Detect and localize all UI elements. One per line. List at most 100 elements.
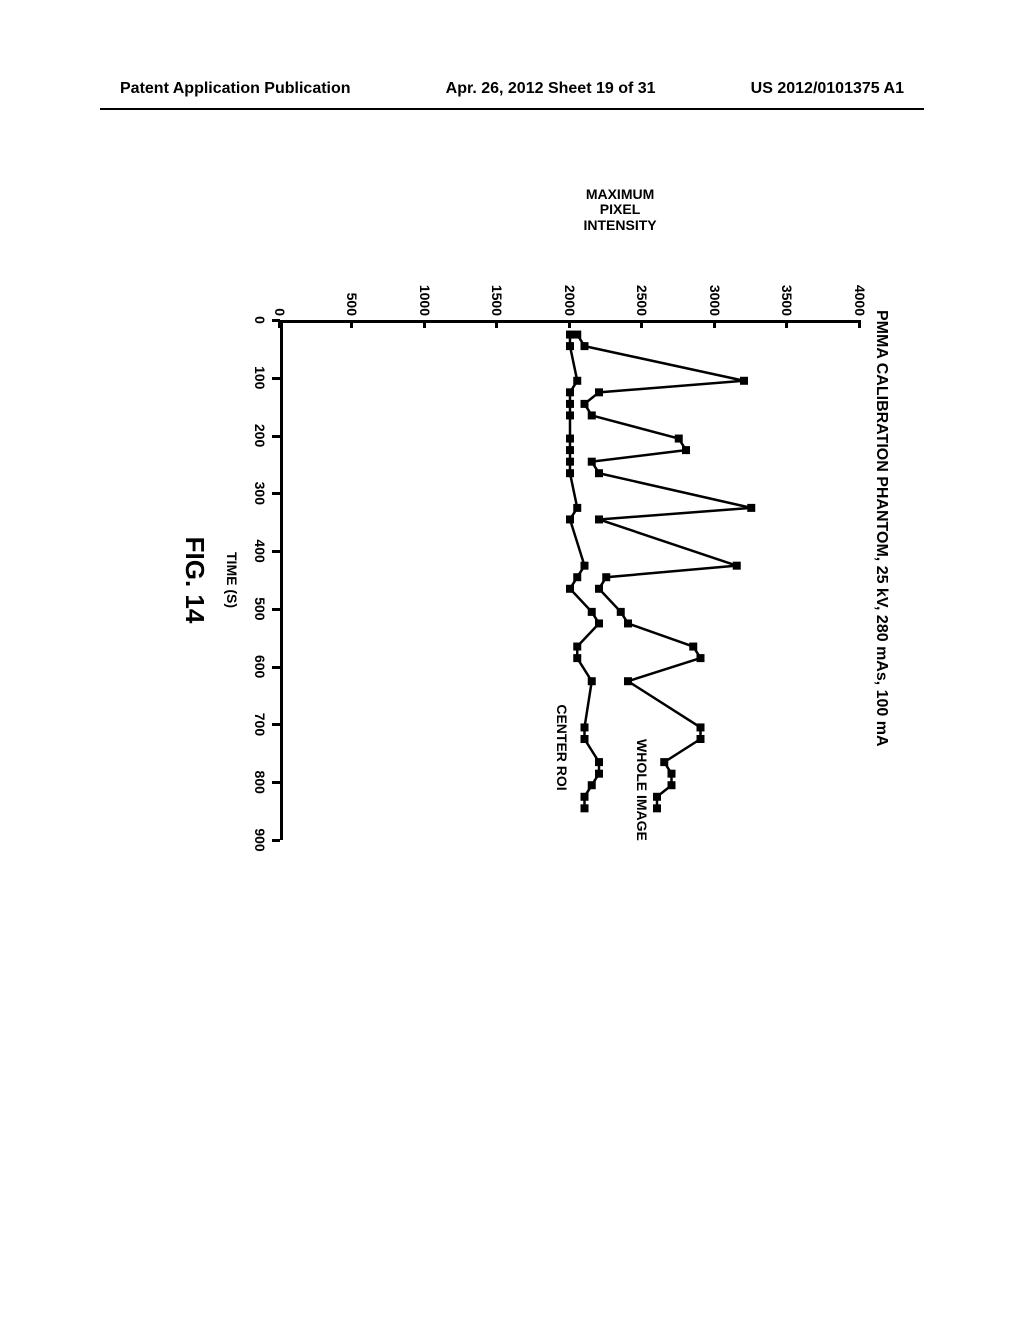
series-marker [596,389,603,396]
x-tick-mark [272,839,280,842]
header-right: US 2012/0101375 A1 [751,80,904,98]
series-marker [697,724,704,731]
series-marker [567,447,574,454]
series-marker [654,805,661,812]
figure-rotated-container: PMMA CALIBRATION PHANTOM, 25 kV, 280 mAs… [160,260,860,860]
x-tick-label: 900 [252,828,268,851]
y-tick-label: 1000 [417,256,433,316]
series-marker [596,620,603,627]
series-marker [574,643,581,650]
series-marker [603,574,610,581]
x-tick-mark [272,550,280,553]
series-marker [581,343,588,350]
series-label-whole-image: WHOLE IMAGE [634,739,650,841]
header-left: Patent Application Publication [120,80,351,98]
x-axis-label: TIME (S) [224,320,240,840]
chart-area: PMMA CALIBRATION PHANTOM, 25 kV, 280 mAs… [160,260,860,860]
series-marker [668,782,675,789]
series-marker [567,389,574,396]
series-marker [654,793,661,800]
y-tick-label: 2500 [635,256,651,316]
series-marker [596,759,603,766]
x-tick-mark [272,377,280,380]
series-marker [581,562,588,569]
series-marker [741,377,748,384]
series-marker [675,435,682,442]
header-center: Apr. 26, 2012 Sheet 19 of 31 [446,80,656,98]
chart-title: PMMA CALIBRATION PHANTOM, 25 kV, 280 mAs… [872,310,890,747]
x-tick-label: 0 [252,316,268,324]
y-tick-label: 2000 [562,256,578,316]
series-marker [661,759,668,766]
figure-caption: FIG. 14 [179,320,210,840]
x-axis-ticks: 0100200300400500600700800900 [240,320,280,840]
x-tick-label: 200 [252,424,268,447]
x-tick-mark [272,723,280,726]
series-line [577,335,751,809]
x-tick-mark [272,666,280,669]
series-marker [567,516,574,523]
series-marker [567,400,574,407]
series-marker [567,343,574,350]
series-marker [625,678,632,685]
series-label-center-roi: CENTER ROI [554,704,570,790]
x-tick-label: 100 [252,366,268,389]
series-marker [581,736,588,743]
x-tick-label: 400 [252,539,268,562]
x-tick-mark [272,492,280,495]
series-marker [697,655,704,662]
series-marker [748,504,755,511]
chart-svg [280,323,860,843]
y-tick-label: 1500 [490,256,506,316]
x-tick-label: 300 [252,482,268,505]
series-marker [690,643,697,650]
y-axis-label: MAXIMUM PIXEL INTENSITY [583,187,656,233]
x-tick-mark [272,319,280,322]
series-marker [574,331,581,338]
series-marker [567,331,574,338]
x-tick-label: 800 [252,771,268,794]
series-marker [567,585,574,592]
x-tick-mark [272,608,280,611]
series-marker [567,412,574,419]
y-tick-label: 0 [272,256,288,316]
x-tick-label: 500 [252,597,268,620]
y-tick-label: 3000 [707,256,723,316]
series-marker [596,516,603,523]
plot-region: WHOLE IMAGE CENTER ROI [280,320,860,840]
series-marker [697,736,704,743]
series-marker [581,793,588,800]
page-header: Patent Application Publication Apr. 26, … [0,80,1024,98]
x-tick-mark [272,435,280,438]
series-marker [581,400,588,407]
series-marker [588,412,595,419]
series-marker [588,782,595,789]
series-marker [617,608,624,615]
series-marker [625,620,632,627]
series-marker [574,574,581,581]
series-marker [567,458,574,465]
series-marker [581,805,588,812]
x-tick-mark [272,781,280,784]
header-rule [100,108,924,110]
series-marker [567,470,574,477]
series-marker [596,470,603,477]
series-marker [581,724,588,731]
series-marker [588,458,595,465]
series-marker [683,447,690,454]
series-marker [596,770,603,777]
y-axis-ticks: 05001000150020002500300035004000 [280,260,860,320]
x-tick-label: 600 [252,655,268,678]
series-marker [733,562,740,569]
series-marker [588,608,595,615]
series-marker [668,770,675,777]
series-marker [588,678,595,685]
y-tick-label: 3500 [780,256,796,316]
y-tick-label: 4000 [852,256,868,316]
x-tick-label: 700 [252,713,268,736]
series-marker [574,655,581,662]
series-marker [567,435,574,442]
y-tick-label: 500 [345,256,361,316]
series-marker [574,504,581,511]
series-marker [596,585,603,592]
